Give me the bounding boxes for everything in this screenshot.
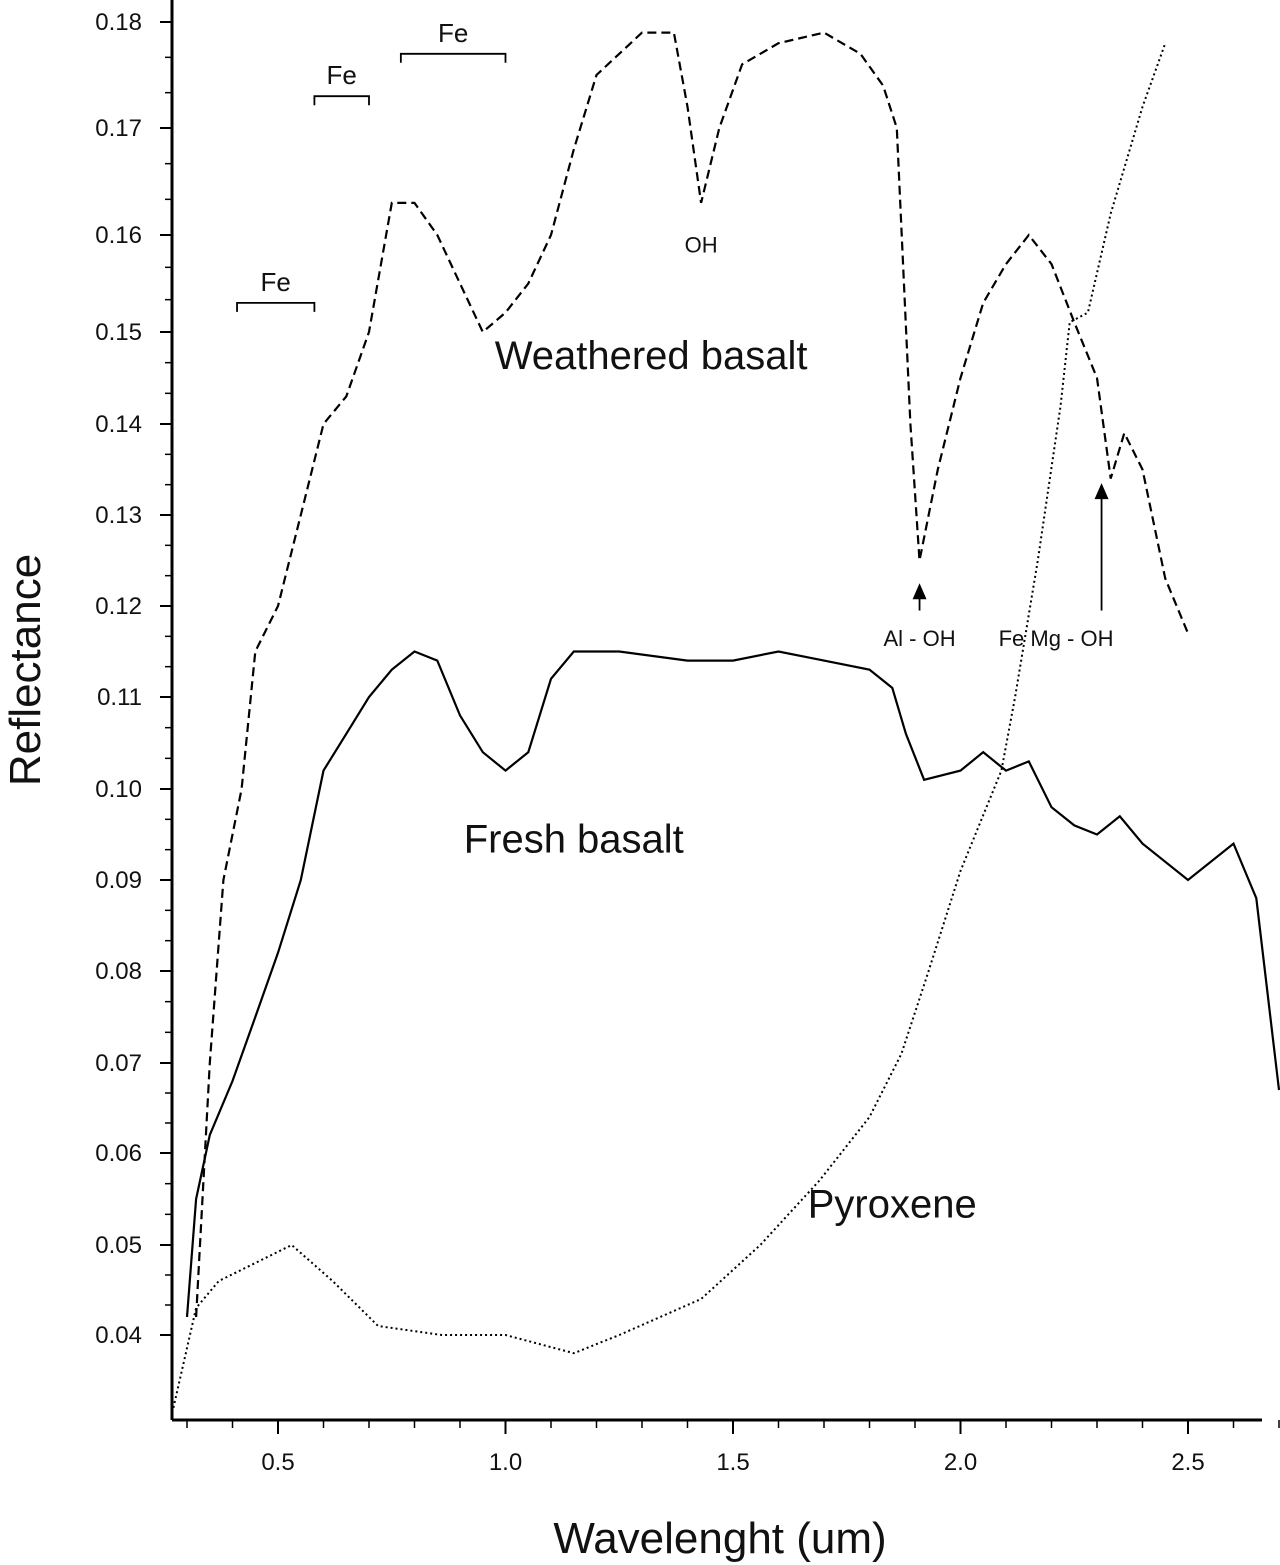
absorption-label: Al - OH [883,626,955,651]
x-tick-label: 0.5 [261,1449,294,1476]
y-tick-label: 0.12 [95,593,142,620]
arrow-head-icon [1094,483,1109,500]
x-axis-label: Wavelenght (um) [553,1514,886,1563]
series-line-weathered-basalt [195,31,1190,1318]
y-tick-label: 0.10 [95,776,142,803]
series-line-pyroxene [172,42,1167,1409]
y-axis-label: Reflectance [1,554,50,786]
annotations: Weathered basalt Fresh basalt Pyroxene Fe Fe… [236,18,1114,1226]
bracket-label: Fe [261,267,291,297]
y-tick-label: 0.15 [95,319,142,346]
arrow-head-icon [912,583,927,600]
absorption-label: Fe Mg - OH [999,626,1114,651]
bracket-label: Fe [327,60,357,90]
x-tick-label: 2.0 [944,1449,977,1476]
y-tick-label: 0.04 [95,1322,142,1349]
y-tick-label: 0.09 [95,867,142,894]
absorption-label: OH [685,233,718,258]
x-tick-label: 1.0 [489,1449,522,1476]
y-tick-label: 0.13 [95,502,142,529]
curve-label: Weathered basalt [495,334,808,378]
y-tick-label: 0.05 [95,1232,142,1259]
x-tick-label: 2.5 [1171,1449,1204,1476]
axes: 0.18 0.17 0.16 0.15 0.14 0.13 0.12 0.11 0.10 0.09… [95,0,1280,1476]
curve-label: Pyroxene [808,1182,977,1226]
curve-label: Fresh basalt [464,818,684,862]
y-tick-label: 0.11 [97,684,142,711]
y-tick-label: 0.16 [95,222,142,249]
y-tick-label: 0.07 [95,1050,142,1077]
fe-bracket [399,52,507,63]
fe-bracket [236,302,316,312]
y-tick-label: 0.06 [95,1140,142,1167]
fe-bracket [313,95,370,106]
series-group [172,31,1280,1409]
y-tick-label: 0.08 [95,958,142,985]
bracket-label: Fe [438,18,468,48]
y-tick-label: 0.17 [95,115,142,142]
y-tick-label: 0.18 [95,9,142,36]
y-tick-label: 0.14 [95,411,142,438]
series-line-fresh-basalt [185,650,1280,1318]
x-tick-label: 1.5 [716,1449,749,1476]
